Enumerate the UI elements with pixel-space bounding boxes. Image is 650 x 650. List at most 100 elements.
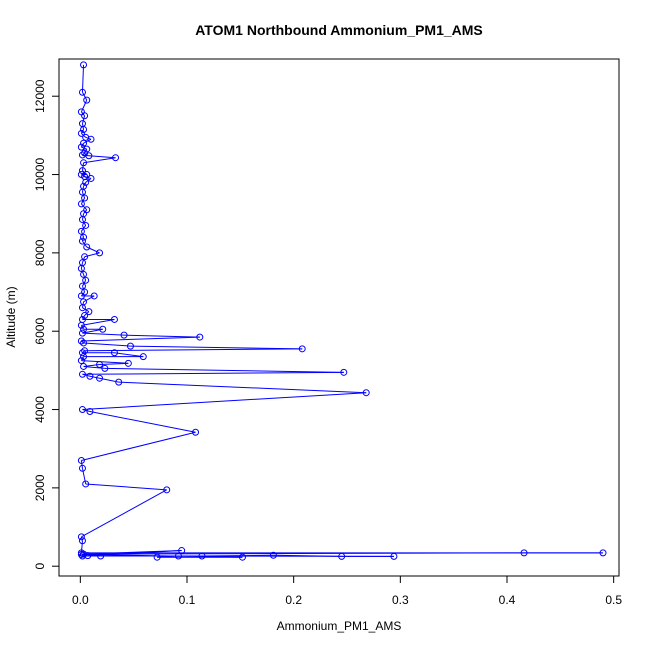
- data-point: [77, 357, 85, 365]
- data-point: [97, 552, 105, 560]
- x-tick-label: 0.4: [499, 593, 516, 607]
- data-point: [101, 364, 109, 372]
- data-point: [78, 370, 86, 378]
- y-tick-label: 10000: [33, 158, 47, 192]
- y-tick-label: 2000: [33, 474, 47, 501]
- series-segment: [81, 64, 85, 93]
- x-axis-label: Ammonium_PM1_AMS: [277, 619, 402, 633]
- data-point: [96, 249, 104, 257]
- y-tick-label: 12000: [33, 79, 47, 113]
- series-segment: [80, 325, 84, 330]
- series-segment: [99, 362, 129, 365]
- data-point: [77, 265, 85, 273]
- data-point: [83, 145, 91, 153]
- data-point: [86, 408, 94, 415]
- data-point: [80, 353, 88, 361]
- data-point: [82, 480, 90, 488]
- series-segment: [114, 352, 144, 358]
- data-point: [86, 372, 94, 380]
- series-segment: [82, 392, 367, 411]
- data-point: [115, 378, 123, 386]
- series-segment: [82, 307, 90, 313]
- series-segment: [82, 315, 86, 320]
- series-segment: [80, 460, 83, 469]
- series-segment: [81, 340, 84, 344]
- series-layer: [77, 61, 607, 561]
- data-point: [77, 550, 85, 558]
- data-point: [153, 553, 161, 561]
- data-point: [81, 112, 89, 120]
- chart-title: ATOM1 Northbound Ammonium_PM1_AMS: [195, 22, 483, 38]
- series-segment: [81, 291, 85, 297]
- series-segment: [84, 148, 88, 154]
- data-point: [110, 349, 118, 357]
- series-segment: [81, 318, 115, 326]
- series-segment: [80, 129, 84, 134]
- data-point: [81, 253, 89, 261]
- x-tick-label: 0.0: [72, 593, 89, 607]
- data-point: [78, 552, 86, 560]
- data-point: [78, 167, 86, 175]
- series-segment: [81, 203, 88, 211]
- series-segment: [83, 182, 87, 187]
- series-segment: [124, 334, 200, 338]
- data-point: [77, 533, 85, 541]
- y-tick-label: 4000: [33, 396, 47, 423]
- series-segment: [82, 332, 125, 336]
- data-point: [520, 549, 528, 557]
- data-point: [96, 361, 104, 368]
- series-segment: [80, 99, 88, 113]
- y-axis: 0 2000 4000 6000 8000 10000 12000: [33, 79, 60, 570]
- data-point: [82, 276, 90, 284]
- data-point: [198, 552, 206, 560]
- series-segment: [81, 111, 85, 117]
- data-point: [84, 552, 92, 560]
- series-segment: [130, 345, 303, 350]
- x-tick-label: 0.2: [285, 593, 302, 607]
- data-point: [77, 292, 85, 300]
- data-point: [78, 329, 86, 337]
- data-point: [126, 342, 134, 350]
- series-segment: [83, 342, 131, 347]
- y-tick-label: 6000: [33, 318, 47, 345]
- x-tick-label: 0.5: [605, 593, 622, 607]
- data-point: [120, 331, 128, 339]
- series-segment: [82, 92, 88, 101]
- data-point: [110, 315, 118, 323]
- data-point: [83, 96, 91, 104]
- data-point: [80, 139, 88, 147]
- series-segment: [83, 365, 105, 369]
- data-point: [78, 237, 86, 245]
- x-tick-label: 0.3: [392, 593, 409, 607]
- x-axis: 0.0 0.1 0.2 0.3 0.4 0.5: [72, 575, 622, 607]
- data-point: [192, 428, 200, 436]
- data-point: [80, 233, 88, 241]
- series-segment: [84, 348, 303, 352]
- data-point: [99, 325, 107, 333]
- data-point: [112, 154, 120, 162]
- data-point: [80, 362, 88, 370]
- data-point: [80, 270, 88, 278]
- data-point: [77, 200, 85, 208]
- series-segment: [82, 409, 91, 412]
- data-point: [269, 551, 277, 559]
- data-point: [78, 406, 86, 414]
- data-point: [77, 227, 85, 235]
- series-segment: [88, 155, 116, 159]
- data-point: [80, 159, 88, 167]
- series-segment: [82, 371, 344, 375]
- series-segment: [82, 373, 91, 377]
- data-point: [78, 304, 86, 312]
- data-point: [80, 126, 88, 133]
- data-point: [340, 368, 348, 376]
- data-point: [163, 486, 171, 494]
- data-point: [139, 353, 147, 361]
- series-segment: [82, 240, 88, 248]
- series-segment: [89, 375, 100, 379]
- series-segment: [89, 411, 196, 433]
- data-point: [78, 216, 86, 224]
- data-point: [78, 188, 86, 196]
- data-point: [77, 337, 85, 345]
- data-point: [90, 292, 98, 300]
